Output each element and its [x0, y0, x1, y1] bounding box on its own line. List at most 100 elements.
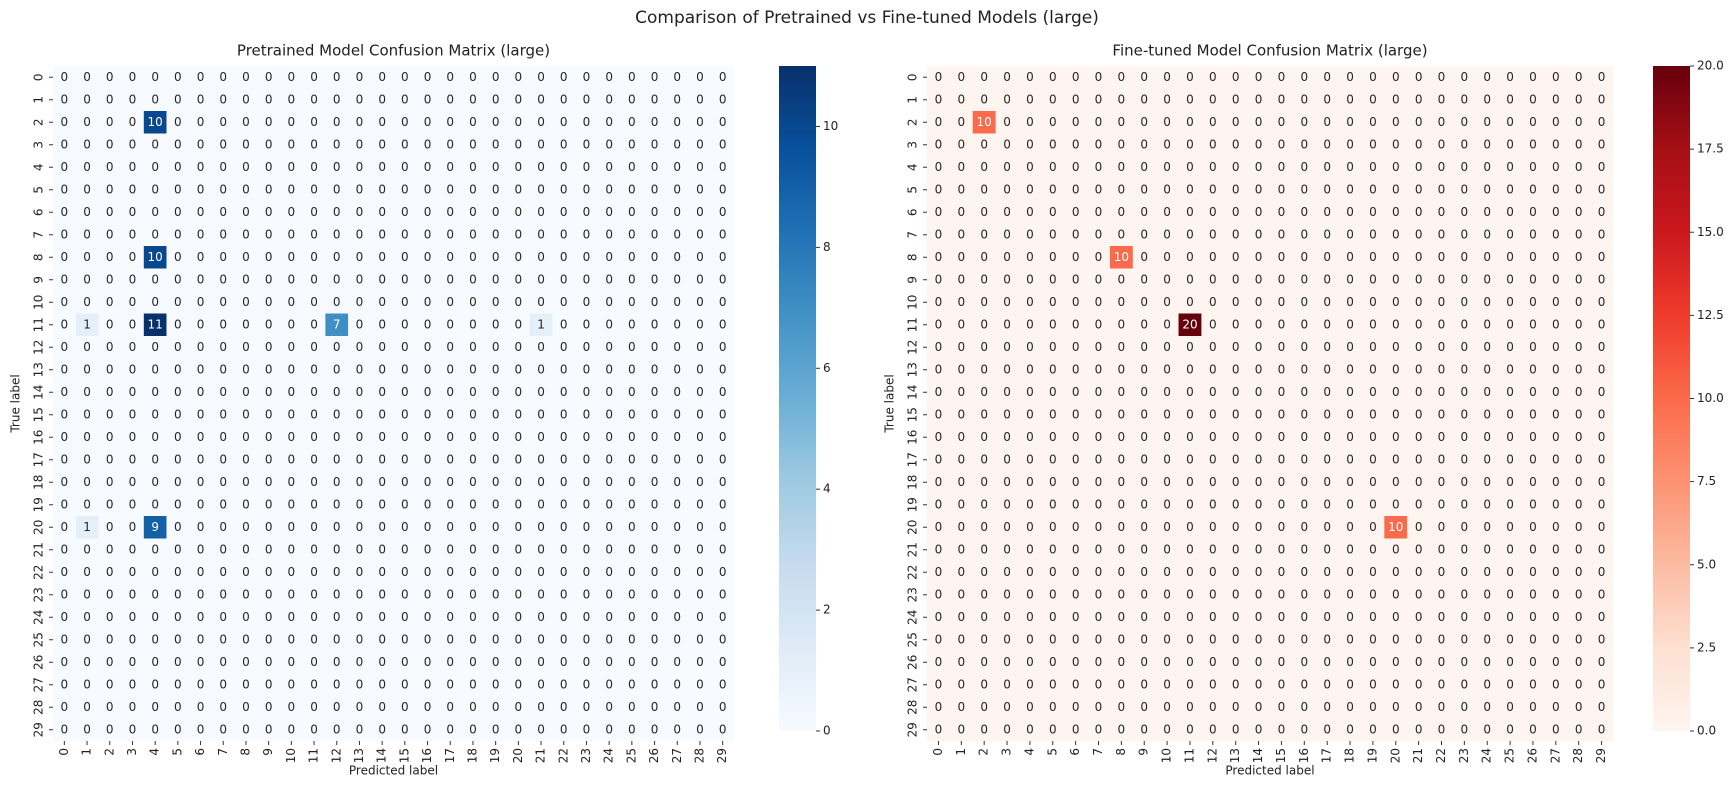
cell-value: 0: [1506, 340, 1514, 354]
heatmap-cell: [1521, 88, 1545, 112]
cell-value: 0: [469, 250, 477, 264]
heatmap-cell: [688, 448, 712, 472]
heatmap-cell: [211, 88, 235, 112]
heatmap-cell: [484, 651, 508, 674]
heatmap-cell: [1544, 516, 1568, 539]
heatmap-cell: [1178, 313, 1202, 337]
heatmap-cell: [949, 471, 974, 494]
heatmap-cell: [949, 381, 974, 404]
cell-value: 0: [378, 160, 386, 174]
cell-value: 0: [605, 385, 613, 399]
heatmap-cell: [995, 201, 1019, 224]
y-tick-label: 15: [32, 407, 46, 422]
cell-value: 0: [537, 160, 545, 174]
heatmap-cell: [949, 583, 974, 607]
heatmap-cell: [257, 133, 281, 157]
cell-value: 0: [1552, 565, 1560, 579]
cell-value: 0: [424, 340, 432, 354]
heatmap-cell: [1041, 201, 1065, 224]
cell-value: 0: [583, 587, 591, 601]
heatmap-cell: [1178, 583, 1202, 607]
heatmap-cell: [1361, 448, 1385, 472]
colorbar-tick-label: 5.0: [1697, 557, 1716, 571]
cell-value: 0: [401, 182, 409, 196]
heatmap-cell: [1018, 448, 1042, 472]
cell-value: 0: [174, 385, 182, 399]
cell-value: 0: [310, 115, 318, 129]
cell-value: 0: [424, 250, 432, 264]
cell-value: 7: [333, 317, 341, 331]
cell-value: 0: [583, 542, 591, 556]
heatmap-cell: [972, 223, 996, 247]
heatmap-cell: [1384, 448, 1408, 472]
cell-value: 0: [696, 137, 704, 151]
cell-value: 0: [1095, 362, 1103, 376]
heatmap-cell: [1430, 448, 1454, 472]
cell-value: 0: [1346, 250, 1354, 264]
cell-value: 0: [424, 520, 432, 534]
heatmap-cell: [643, 358, 667, 382]
cell-value: 0: [288, 722, 296, 736]
heatmap-cell: [1109, 358, 1134, 382]
cell-value: 0: [1049, 587, 1057, 601]
heatmap-cell: [1315, 628, 1339, 652]
cell-value: 0: [719, 385, 727, 399]
heatmap-cell: [1247, 403, 1271, 427]
heatmap-cell: [688, 358, 712, 382]
cell-value: 0: [1346, 610, 1354, 624]
heatmap-cell: [393, 336, 417, 359]
cell-value: 0: [424, 407, 432, 421]
heatmap-cell: [552, 133, 576, 157]
heatmap-cell: [1018, 583, 1042, 607]
cell-value: 0: [1483, 295, 1491, 309]
heatmap-cell: [143, 426, 167, 449]
cell-value: 0: [673, 205, 681, 219]
cell-value: 0: [1438, 295, 1446, 309]
cell-value: 0: [356, 430, 364, 444]
cell-value: 0: [1392, 587, 1400, 601]
y-tick-label: 25: [906, 632, 920, 647]
heatmap-cell: [211, 561, 235, 584]
heatmap-cell: [393, 651, 417, 674]
heatmap-cell: [1270, 583, 1294, 607]
heatmap-cell: [438, 223, 462, 247]
cell-value: 0: [1209, 565, 1217, 579]
heatmap-cell: [1521, 606, 1545, 629]
cell-value: 0: [1529, 610, 1537, 624]
cell-value: 0: [106, 632, 114, 646]
heatmap-cell: [53, 358, 76, 382]
heatmap-cell: [143, 223, 167, 247]
cell-value: 0: [1072, 610, 1080, 624]
cell-value: 0: [288, 205, 296, 219]
heatmap-cell: [280, 493, 303, 517]
cell-value: 0: [1140, 92, 1148, 106]
heatmap-cell: [1247, 561, 1271, 584]
cell-value: 0: [719, 565, 727, 579]
cell-value: 0: [1369, 542, 1377, 556]
heatmap-cell: [1590, 313, 1614, 337]
heatmap-cell: [1178, 561, 1202, 584]
cell-value: 0: [174, 137, 182, 151]
heatmap-cell: [620, 606, 644, 629]
cell-value: 0: [1118, 160, 1126, 174]
colorbar-tick-label: 15.0: [1697, 225, 1724, 239]
heatmap-cell: [1384, 583, 1408, 607]
heatmap-cell: [1452, 313, 1477, 337]
cell-value: 0: [265, 497, 273, 511]
heatmap-cell: [1430, 561, 1454, 584]
cell-value: 0: [356, 587, 364, 601]
cell-value: 0: [560, 70, 568, 84]
cell-value: 0: [469, 520, 477, 534]
cell-value: 0: [1026, 565, 1034, 579]
heatmap-cell: [711, 313, 735, 337]
heatmap-cell: [1498, 246, 1522, 269]
cell-value: 0: [61, 542, 69, 556]
heatmap-cell: [257, 223, 281, 247]
cell-value: 0: [469, 205, 477, 219]
cell-value: 0: [151, 137, 159, 151]
heatmap-cell: [1109, 606, 1134, 629]
cell-value: 0: [242, 295, 250, 309]
heatmap-cell: [688, 88, 712, 112]
heatmap-cell: [927, 178, 951, 202]
heatmap-cell: [597, 246, 621, 269]
